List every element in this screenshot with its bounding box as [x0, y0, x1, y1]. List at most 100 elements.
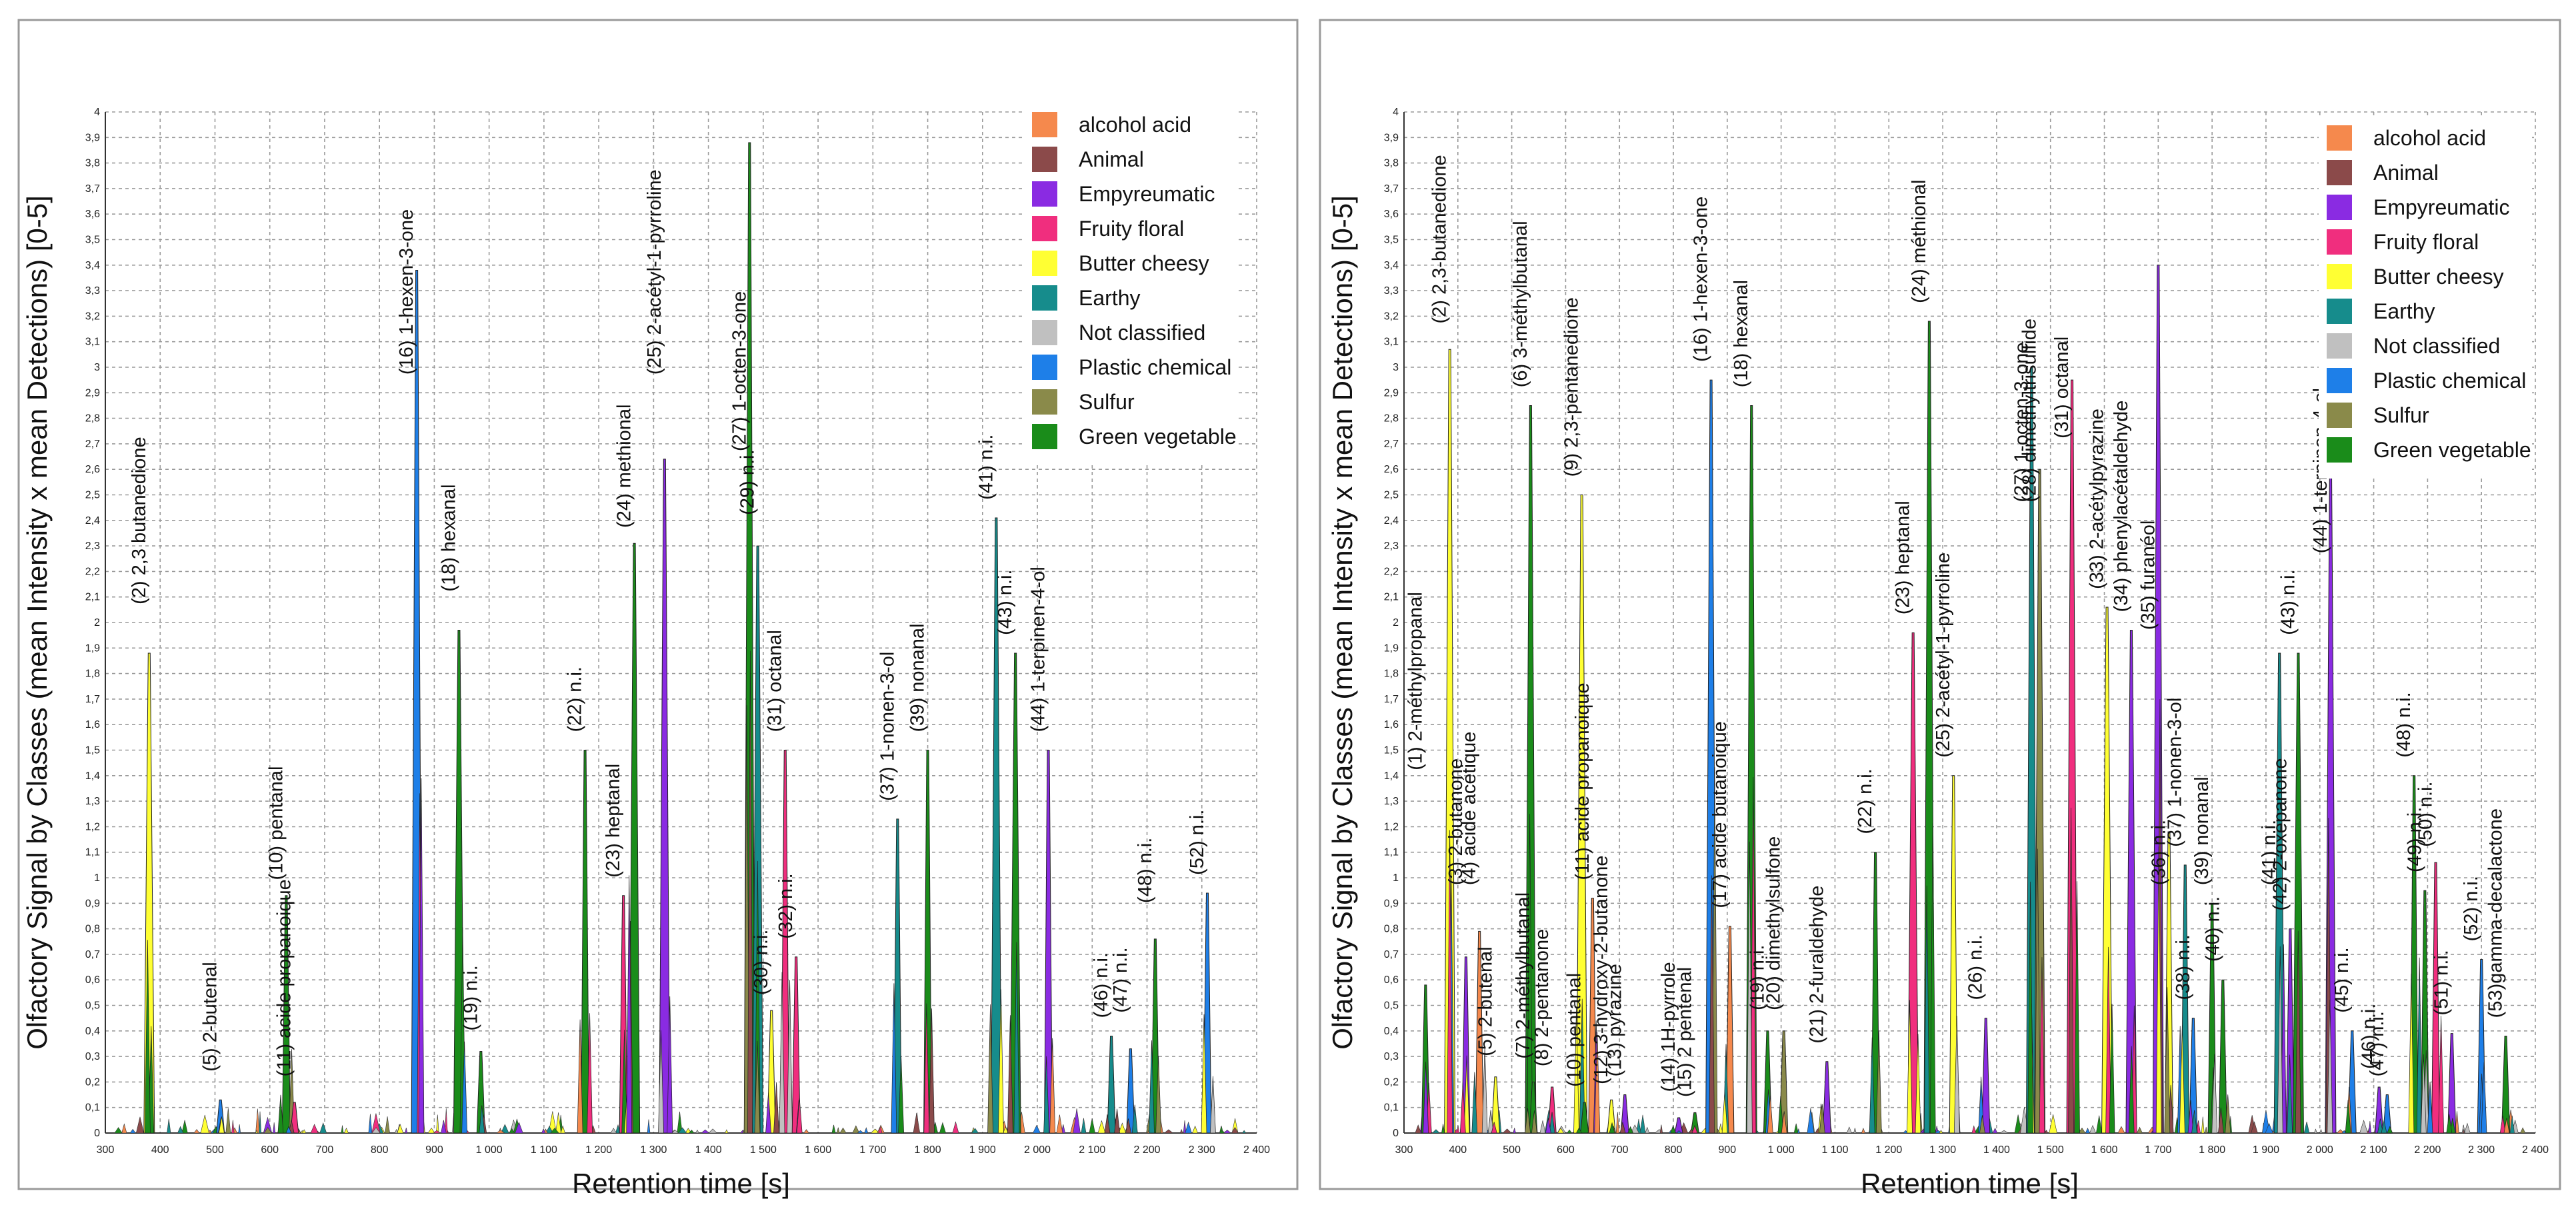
peak-shoulder-mark	[1210, 1076, 1216, 1134]
peak-label: (21) 2-furaldehyde	[1806, 886, 1827, 1044]
peak-label: (41) n.i.	[2259, 820, 2280, 885]
peak-shoulder-mark	[479, 1105, 485, 1134]
noise-mark	[864, 1127, 869, 1134]
noise-mark	[1999, 1130, 2009, 1134]
x-tick-label: 1 100	[1821, 1144, 1848, 1156]
legend: alcohol acid Animal Empyreumatic Fruity flo…	[2319, 119, 2532, 479]
peak-label: (9) 2,3-pentanedione	[1561, 297, 1583, 477]
noise-mark	[1097, 1120, 1106, 1134]
legend-label: Butter cheesy	[2373, 265, 2504, 289]
noise-mark	[939, 1122, 947, 1134]
x-tick-label: 300	[1395, 1144, 1413, 1156]
y-tick-label: 0,9	[85, 898, 100, 909]
peak-label: (1) 2-méthylpropanal	[1405, 592, 1426, 770]
peak-shoulder-mark	[898, 1056, 904, 1134]
peak-label: (39) nonanal	[2191, 776, 2213, 885]
y-tick-label: 4	[94, 107, 100, 118]
peak-shoulder-mark	[2109, 1004, 2115, 1134]
noise-mark	[1853, 1128, 1857, 1134]
peak-label: (13) pyrazine	[1604, 964, 1625, 1076]
peak-label: (32) n.i.	[775, 873, 797, 938]
peak-label: (48) n.i.	[1135, 838, 1156, 903]
peak-shoulder-mark	[1670, 1125, 1677, 1134]
x-tick-label: 1 500	[750, 1144, 777, 1156]
noise-mark	[685, 1128, 692, 1134]
peak-label: (18) hexanal	[438, 484, 459, 591]
noise-mark	[831, 1124, 836, 1134]
y-tick-label: 1	[1393, 872, 1399, 884]
peak-shoulder-mark	[1767, 1095, 1773, 1134]
noise-mark	[2336, 1129, 2345, 1134]
noise-mark	[1003, 1126, 1009, 1134]
peak-mark	[990, 517, 1002, 1134]
peak-shoulder-mark	[2164, 987, 2171, 1134]
x-tick-label: 1 700	[2145, 1144, 2171, 1156]
x-tick-label: 2 400	[1243, 1144, 1270, 1156]
legend-swatch	[2327, 299, 2352, 324]
noise-mark	[167, 1118, 171, 1134]
peak-shoulder-mark	[891, 983, 897, 1134]
legend-background	[2319, 119, 2532, 479]
legend-label: Sulfur	[1079, 390, 1135, 414]
noise-mark	[2044, 1130, 2049, 1134]
y-tick-label: 0,9	[1384, 898, 1399, 909]
peak-shoulder-mark	[1594, 1032, 1601, 1134]
y-tick-label: 3,9	[85, 132, 100, 143]
x-tick-label: 900	[1719, 1144, 1737, 1156]
y-tick-label: 2,7	[1384, 439, 1399, 450]
peak-label: (45) n.i.	[2331, 947, 2353, 1012]
noise-mark	[397, 1124, 404, 1134]
peak-shoulder-mark	[277, 1094, 284, 1134]
noise-mark	[1431, 1129, 1441, 1134]
peak-shoulder-mark	[2211, 1054, 2218, 1134]
y-tick-label: 0,2	[1384, 1076, 1399, 1088]
y-tick-label: 3,4	[1384, 260, 1399, 271]
x-tick-label: 2 100	[2361, 1144, 2387, 1156]
legend-label: alcohol acid	[2373, 126, 2486, 150]
legend-label: Earthy	[1079, 286, 1140, 310]
peak-shoulder-mark	[1043, 1056, 1049, 1134]
peak-label: (15) 2 pentenal	[1674, 967, 1695, 1097]
x-tick-label: 1 900	[2253, 1144, 2279, 1156]
y-tick-label: 2,3	[85, 541, 100, 552]
x-tick-label: 700	[1611, 1144, 1629, 1156]
chart-panel-right: 0 0,1 0,2 0,3 0,4 0,5 0,6 0,7 0,8 0,9 1 1,1 1,2 1,3 1,…	[1319, 19, 2561, 1199]
peak-shoulder-mark	[145, 940, 151, 1134]
peak-label: (27) 1-octen-3-one	[2011, 342, 2032, 502]
y-tick-label: 1,3	[85, 796, 100, 807]
noise-mark	[1241, 1130, 1247, 1134]
noise-mark	[1557, 1127, 1565, 1134]
noise-mark	[647, 1119, 651, 1134]
noise-mark	[1183, 1120, 1187, 1134]
noise-mark	[1793, 1123, 1799, 1134]
legend-label: Butter cheesy	[1079, 251, 1209, 275]
peak-label: (31) octanal	[2051, 337, 2073, 439]
peak-label: (11) acide propanoique	[274, 879, 295, 1076]
noise-mark	[310, 1124, 319, 1134]
y-tick-label: 2,9	[85, 387, 100, 399]
y-tick-label: 3,4	[85, 260, 100, 271]
noise-mark	[368, 1114, 373, 1134]
peak-label: (37) 1-nonen-3-ol	[2165, 698, 2186, 847]
y-tick-label: 0,5	[1384, 1000, 1399, 1012]
y-tick-label: 3,6	[85, 209, 100, 220]
noise-mark	[193, 1129, 200, 1134]
noise-mark	[2319, 1128, 2323, 1134]
peak-label: (44) 1-terpinen-4-ol	[1027, 567, 1049, 732]
y-tick-label: 3,5	[1384, 235, 1399, 246]
peak-shoulder-mark	[1463, 1055, 1470, 1134]
peak-shoulder-mark	[747, 650, 753, 1134]
y-tick-label: 2	[94, 617, 100, 628]
noise-mark	[509, 1128, 515, 1134]
peak-label: (50) n.i.	[2415, 781, 2437, 846]
noise-mark	[2313, 1128, 2317, 1134]
y-tick-label: 0,1	[85, 1102, 100, 1114]
peak-shoulder-mark	[218, 1116, 225, 1134]
y-tick-label: 0,1	[1384, 1102, 1399, 1114]
noise-mark	[2095, 1115, 2103, 1134]
x-tick-label: 400	[1449, 1144, 1467, 1156]
legend: alcohol acid Animal Empyreumatic Fruity flo…	[1024, 105, 1237, 465]
grid	[105, 111, 1257, 1133]
y-tick-label: 2,2	[85, 566, 100, 577]
noise-mark	[857, 1130, 864, 1134]
